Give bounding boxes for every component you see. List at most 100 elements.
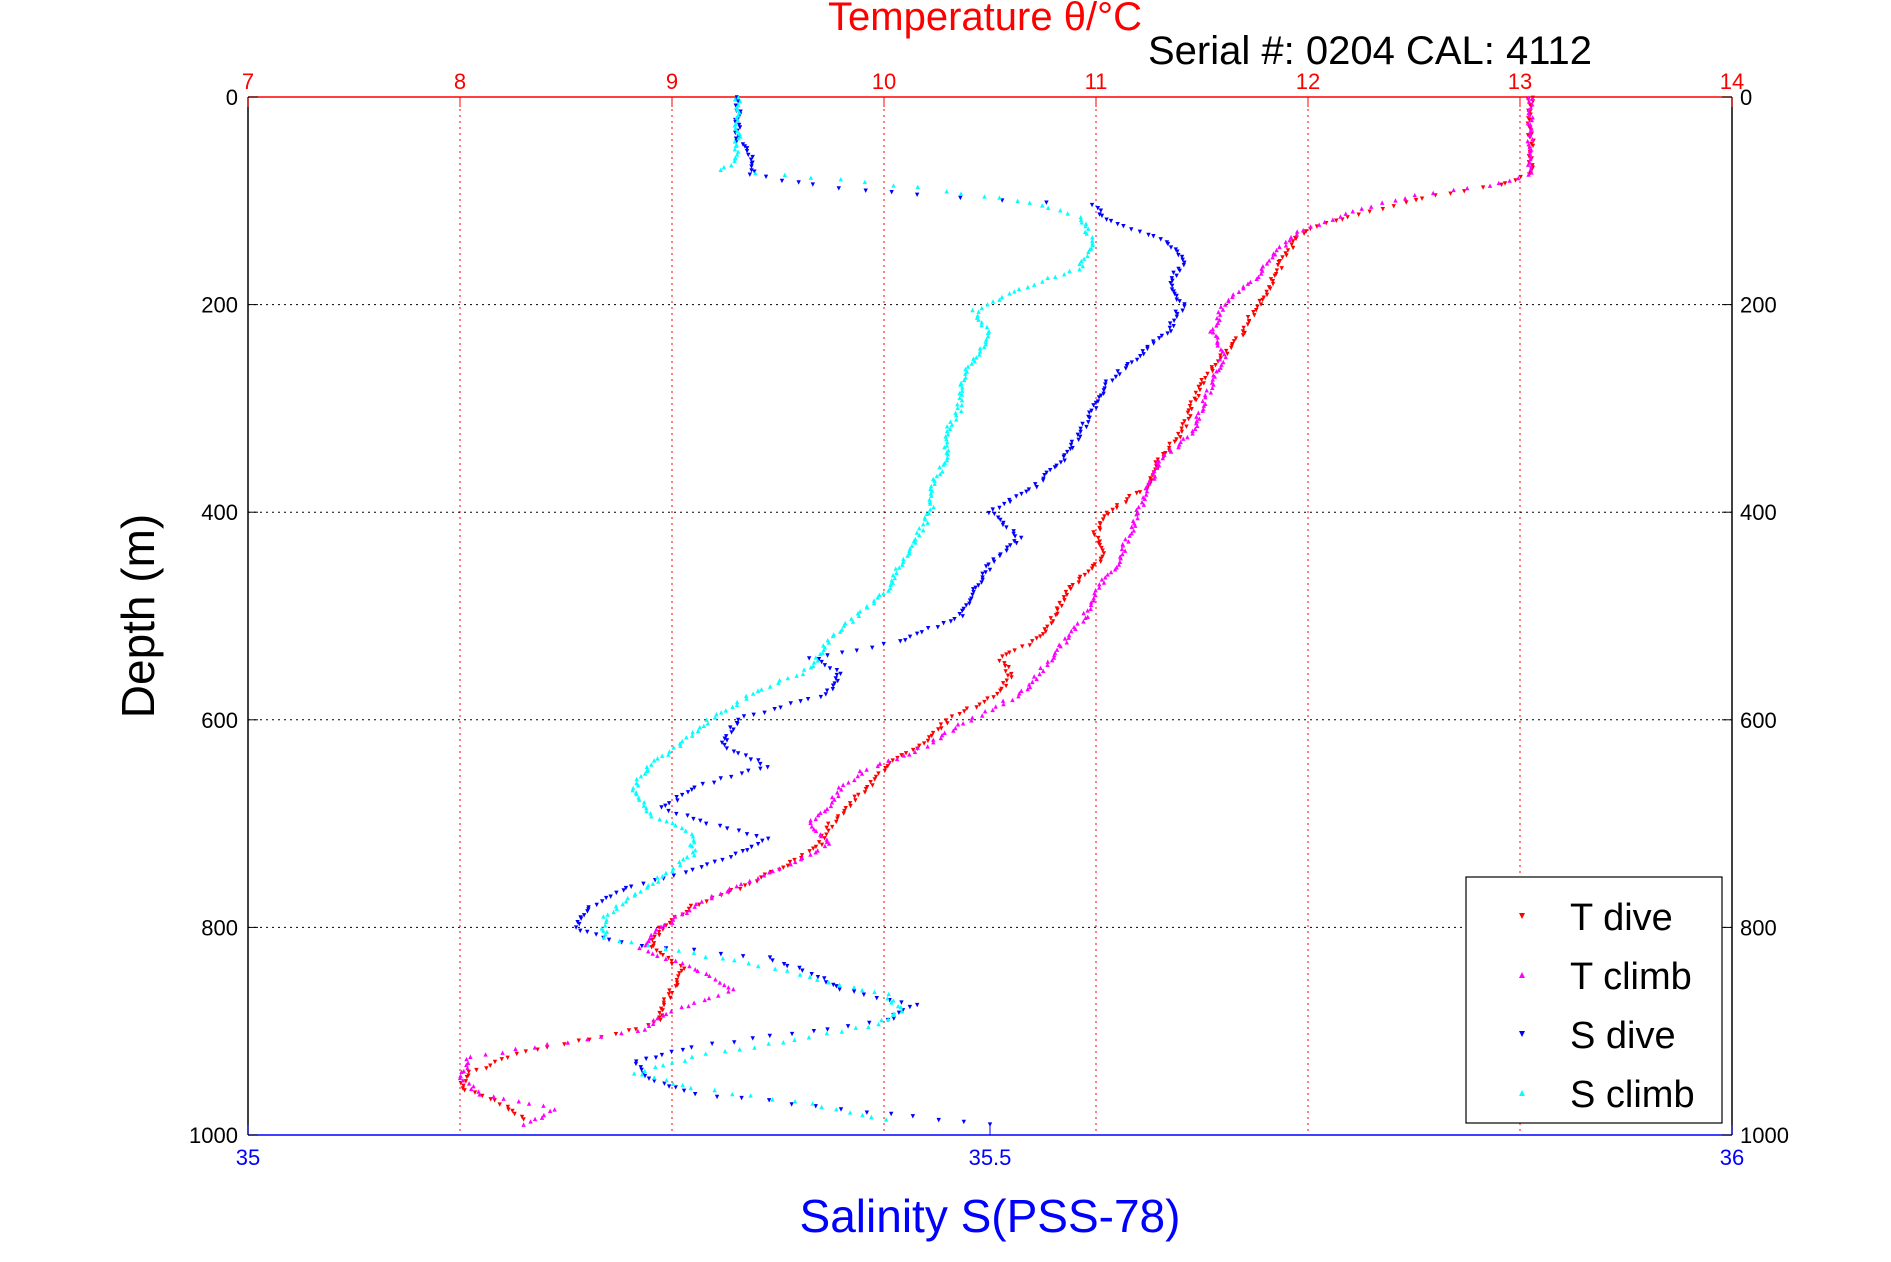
data-point (1041, 668, 1046, 673)
data-point (1158, 237, 1163, 242)
data-point (1200, 398, 1205, 404)
data-point (474, 1067, 479, 1073)
data-point (1233, 336, 1239, 341)
data-point (788, 861, 793, 867)
data-point (1040, 478, 1046, 483)
data-point (1290, 245, 1296, 251)
data-point (641, 881, 646, 887)
data-point (728, 725, 733, 730)
data-point (1062, 458, 1067, 463)
data-point (1175, 311, 1180, 317)
data-point (871, 598, 877, 603)
data-point (831, 982, 836, 988)
data-point (944, 439, 950, 445)
data-point (1059, 603, 1064, 609)
data-point (909, 543, 915, 548)
data-point (813, 850, 818, 855)
data-point (846, 780, 851, 785)
data-point (957, 711, 962, 717)
data-point (732, 123, 737, 128)
data-point (1097, 527, 1103, 532)
data-point (1020, 644, 1025, 649)
data-point (1528, 166, 1533, 172)
data-point (652, 929, 658, 935)
data-point (1026, 487, 1032, 492)
data-point (666, 955, 671, 961)
data-point (1101, 391, 1106, 397)
data-point (1097, 542, 1103, 548)
data-point (1176, 431, 1181, 437)
data-point (881, 591, 886, 596)
data-point (651, 1075, 657, 1080)
data-point (1051, 655, 1057, 660)
top-tick-label: 10 (872, 69, 896, 94)
data-point (1100, 548, 1105, 553)
data-point (737, 131, 742, 136)
data-point (1528, 154, 1533, 159)
data-point (1154, 460, 1160, 465)
data-point (777, 866, 782, 871)
data-point (1290, 239, 1296, 244)
data-point (835, 790, 840, 795)
data-point (1098, 393, 1104, 398)
data-point (1069, 439, 1075, 445)
data-point (822, 836, 827, 841)
data-point (1142, 496, 1148, 501)
data-point (857, 609, 863, 614)
data-point (623, 899, 629, 904)
data-point (967, 601, 972, 606)
data-point (1077, 434, 1083, 439)
data-point (1255, 304, 1260, 310)
data-point (1220, 348, 1225, 354)
data-point (985, 302, 990, 307)
data-point (709, 1041, 715, 1047)
data-point (1014, 494, 1019, 499)
legend-label: T climb (1570, 956, 1692, 998)
data-point (691, 950, 697, 955)
data-point (677, 741, 683, 746)
data-point (788, 701, 793, 706)
data-point (632, 893, 637, 898)
data-point (1066, 632, 1072, 638)
data-point (744, 148, 750, 154)
data-point (839, 627, 845, 632)
data-point (847, 801, 853, 806)
data-point (659, 805, 664, 810)
data-point (1276, 259, 1281, 265)
top-tick-label: 13 (1508, 69, 1532, 94)
data-point (990, 299, 996, 304)
data-point (578, 928, 583, 934)
data-point (687, 963, 692, 969)
data-point (929, 493, 934, 498)
data-point (1003, 664, 1008, 669)
data-point (1334, 218, 1339, 223)
data-point (942, 444, 947, 450)
data-point (1525, 120, 1531, 126)
data-point (1175, 249, 1180, 254)
data-point (725, 826, 730, 831)
data-point (932, 481, 937, 486)
data-point (642, 1027, 648, 1032)
data-point (1195, 423, 1200, 429)
series-s-climb (599, 95, 1095, 1122)
data-point (1188, 414, 1193, 419)
data-point (889, 1000, 894, 1005)
data-point (829, 800, 835, 805)
data-point (1131, 528, 1137, 533)
data-point (890, 1012, 895, 1018)
data-point (895, 1003, 901, 1009)
data-point (719, 740, 725, 745)
data-point (959, 408, 964, 414)
data-point (1118, 556, 1123, 561)
data-point (816, 840, 822, 845)
data-point (856, 613, 862, 619)
data-point (690, 834, 696, 839)
data-point (690, 867, 695, 873)
data-point (662, 1081, 667, 1086)
data-point (897, 565, 902, 570)
data-point (598, 1034, 604, 1039)
data-point (1068, 586, 1073, 592)
right-tick-label: 400 (1740, 500, 1777, 525)
data-point (982, 708, 988, 714)
